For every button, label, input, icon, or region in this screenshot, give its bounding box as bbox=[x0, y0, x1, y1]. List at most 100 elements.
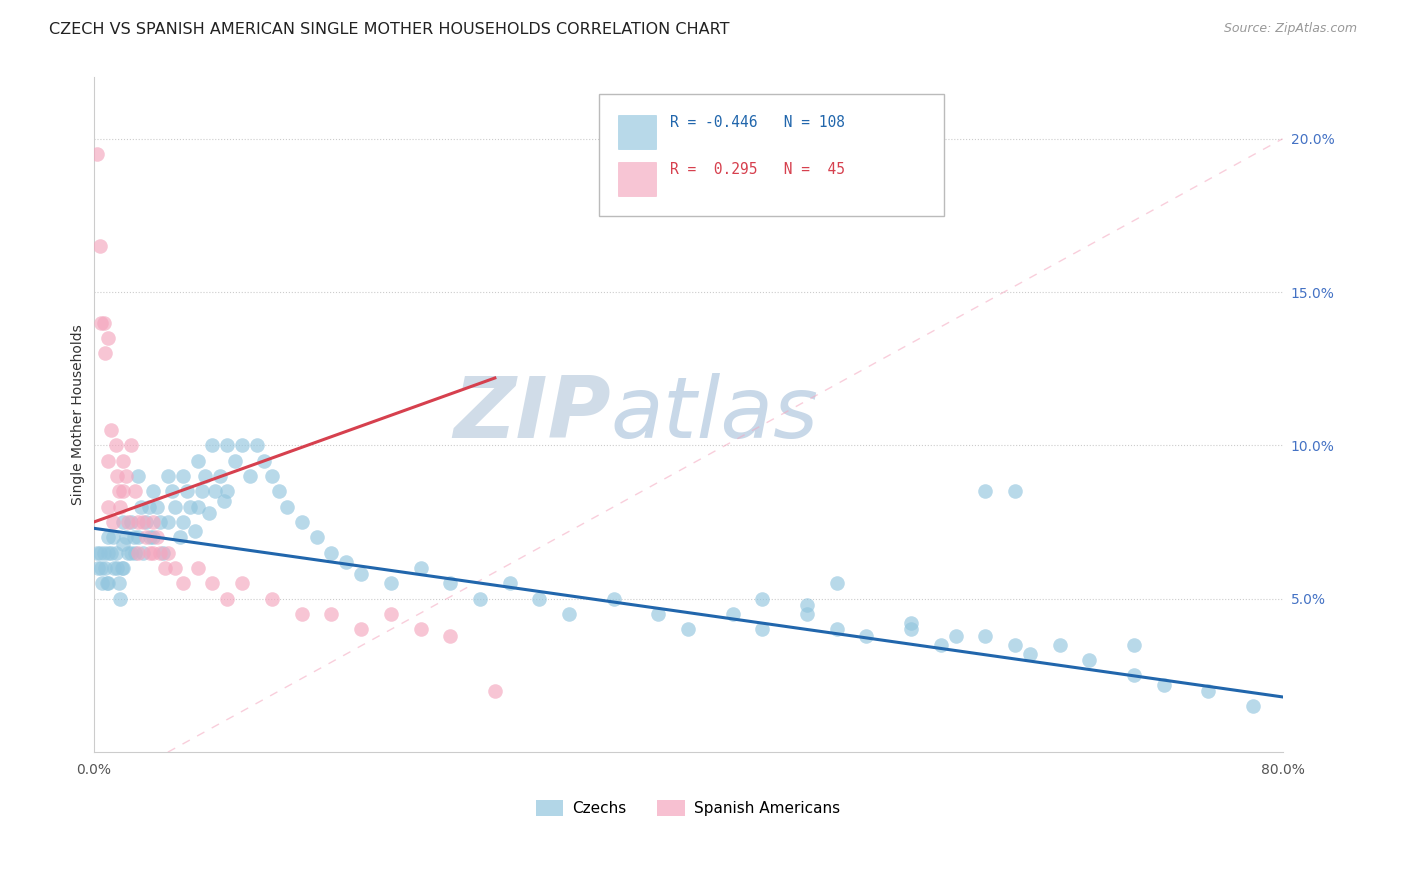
Point bbox=[97, 454, 120, 468]
Point bbox=[409, 623, 432, 637]
Point bbox=[172, 576, 194, 591]
Point bbox=[165, 561, 187, 575]
Point bbox=[305, 531, 328, 545]
Point bbox=[153, 561, 176, 575]
Point bbox=[165, 500, 187, 514]
Point bbox=[291, 515, 314, 529]
Point bbox=[97, 500, 120, 514]
Point bbox=[1004, 484, 1026, 499]
Point bbox=[117, 546, 139, 560]
Point bbox=[101, 531, 124, 545]
Point bbox=[603, 591, 626, 606]
Point bbox=[217, 438, 239, 452]
Point bbox=[321, 607, 343, 621]
Y-axis label: Single Mother Households: Single Mother Households bbox=[72, 325, 86, 505]
Point bbox=[172, 515, 194, 529]
Point bbox=[974, 484, 997, 499]
Point bbox=[112, 484, 135, 499]
Point bbox=[439, 576, 461, 591]
Point bbox=[246, 438, 269, 452]
FancyBboxPatch shape bbox=[617, 162, 657, 196]
Point bbox=[97, 546, 120, 560]
Point bbox=[135, 515, 157, 529]
Point bbox=[105, 469, 128, 483]
Point bbox=[120, 515, 142, 529]
Point bbox=[1122, 668, 1144, 682]
Text: ZIP: ZIP bbox=[453, 373, 610, 457]
Point bbox=[124, 484, 146, 499]
Point bbox=[201, 438, 224, 452]
Point bbox=[108, 484, 131, 499]
Point bbox=[112, 561, 135, 575]
Point bbox=[127, 546, 149, 560]
Point bbox=[108, 576, 131, 591]
Point bbox=[105, 561, 128, 575]
Point bbox=[1078, 653, 1101, 667]
Point bbox=[468, 591, 491, 606]
Point bbox=[86, 546, 108, 560]
Point bbox=[855, 629, 877, 643]
Point bbox=[191, 484, 214, 499]
Point bbox=[1004, 638, 1026, 652]
Point bbox=[127, 531, 149, 545]
Point bbox=[117, 515, 139, 529]
Point bbox=[231, 438, 253, 452]
Point bbox=[439, 629, 461, 643]
Point bbox=[321, 546, 343, 560]
Point bbox=[380, 607, 402, 621]
Point bbox=[825, 623, 848, 637]
Point bbox=[350, 567, 373, 582]
Point bbox=[484, 683, 506, 698]
Point bbox=[91, 576, 114, 591]
Point bbox=[115, 531, 138, 545]
Point bbox=[208, 469, 231, 483]
Point bbox=[825, 576, 848, 591]
Point bbox=[156, 469, 179, 483]
Point bbox=[124, 546, 146, 560]
Text: CZECH VS SPANISH AMERICAN SINGLE MOTHER HOUSEHOLDS CORRELATION CHART: CZECH VS SPANISH AMERICAN SINGLE MOTHER … bbox=[49, 22, 730, 37]
Point bbox=[89, 239, 111, 253]
Point bbox=[139, 531, 162, 545]
Point bbox=[721, 607, 744, 621]
Point bbox=[751, 623, 773, 637]
Point bbox=[529, 591, 551, 606]
Point bbox=[269, 484, 291, 499]
Point bbox=[115, 469, 138, 483]
Point bbox=[146, 500, 169, 514]
Point bbox=[86, 147, 108, 161]
Point bbox=[260, 469, 283, 483]
Point bbox=[142, 531, 165, 545]
Point bbox=[103, 561, 125, 575]
Point bbox=[974, 629, 997, 643]
Point bbox=[187, 561, 209, 575]
Point bbox=[187, 454, 209, 468]
Point bbox=[253, 454, 276, 468]
Point bbox=[122, 531, 145, 545]
Point bbox=[156, 546, 179, 560]
Point bbox=[1153, 678, 1175, 692]
Point bbox=[1197, 683, 1219, 698]
Point bbox=[350, 623, 373, 637]
Point bbox=[900, 616, 922, 631]
Point bbox=[187, 500, 209, 514]
Point bbox=[291, 607, 314, 621]
Point bbox=[96, 576, 118, 591]
Point bbox=[239, 469, 262, 483]
Point bbox=[110, 591, 132, 606]
Point bbox=[204, 484, 226, 499]
Point bbox=[194, 469, 217, 483]
Point bbox=[214, 493, 236, 508]
Point bbox=[142, 484, 165, 499]
Point bbox=[104, 438, 127, 452]
Point bbox=[1241, 699, 1264, 714]
Point bbox=[172, 469, 194, 483]
Point bbox=[135, 531, 157, 545]
Point bbox=[676, 623, 699, 637]
Point bbox=[162, 484, 184, 499]
Point bbox=[93, 316, 115, 330]
Point bbox=[647, 607, 669, 621]
Point bbox=[231, 576, 253, 591]
Point bbox=[138, 500, 160, 514]
Point bbox=[156, 515, 179, 529]
Point bbox=[131, 515, 153, 529]
